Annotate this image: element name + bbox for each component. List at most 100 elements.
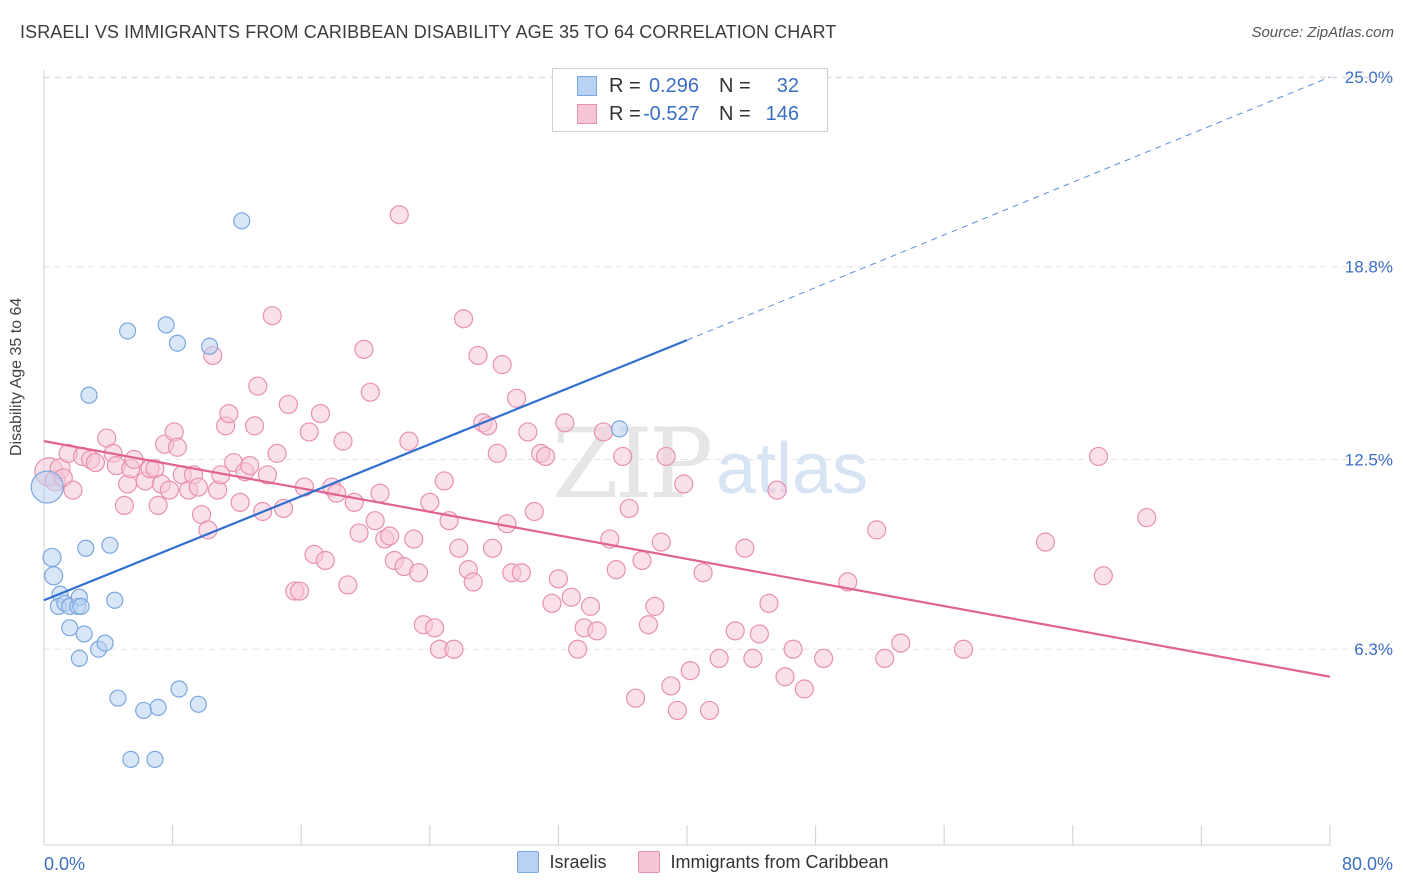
caribbean-point [699, 700, 720, 721]
israeli-point [170, 680, 188, 698]
caribbean-point [468, 345, 488, 366]
caribbean-point [333, 431, 353, 451]
israeli-trend-line [43, 339, 688, 602]
israeli-point [30, 470, 64, 504]
israeli-point [146, 750, 164, 768]
legend-n-value: 146 [765, 102, 799, 125]
caribbean-point [114, 495, 134, 515]
caribbean-point [244, 416, 265, 436]
caribbean-point [524, 501, 544, 522]
israeli-point [70, 649, 88, 668]
israeli-point [109, 689, 127, 707]
caribbean-point [289, 581, 310, 601]
caribbean-point [709, 648, 729, 669]
israeli-point [189, 695, 207, 713]
caribbean-point [487, 443, 507, 463]
caribbean-point [619, 498, 639, 519]
caribbean-point [511, 563, 532, 583]
caribbean-point [867, 520, 887, 540]
caribbean-point [759, 593, 779, 613]
bottom-legend-label: Immigrants from Caribbean [670, 851, 889, 872]
caribbean-point [875, 648, 895, 669]
caribbean-point [891, 633, 911, 653]
bottom-legend-swatch-pink [638, 851, 661, 873]
caribbean-point [299, 422, 319, 442]
israeli-point [118, 322, 137, 340]
caribbean-point [262, 306, 282, 326]
caribbean-point [349, 523, 369, 543]
caribbean-point [555, 413, 575, 433]
caribbean-point [370, 483, 390, 503]
legend-r-value: 0.296 [648, 74, 699, 97]
caribbean-point [542, 593, 562, 613]
caribbean-point [248, 376, 268, 396]
caribbean-point [794, 679, 814, 699]
caribbean-point [767, 480, 787, 500]
caribbean-point [743, 648, 763, 669]
bottom-legend: Israelis Immigrants from Caribbean [0, 851, 1406, 873]
caribbean-point [775, 667, 795, 687]
caribbean-point [613, 446, 633, 467]
caribbean-point [404, 529, 424, 549]
israeli-point [61, 619, 79, 637]
watermark-atlas: atlas [716, 429, 869, 509]
legend-n-label: N = [719, 102, 751, 125]
caribbean-point [230, 492, 250, 512]
caribbean-point [315, 550, 335, 571]
caribbean-point [85, 452, 106, 473]
israeli-point [72, 597, 90, 615]
caribbean-point [735, 538, 755, 558]
israeli-point [101, 536, 119, 554]
legend-r-value: -0.527 [643, 102, 700, 125]
caribbean-point [267, 443, 287, 463]
legend-r-label: R = [609, 102, 641, 125]
bottom-legend-caribbean: Immigrants from Caribbean [638, 851, 889, 873]
caribbean-point [645, 596, 665, 616]
caribbean-point [593, 422, 614, 442]
caribbean-point [561, 587, 581, 607]
caribbean-point [625, 688, 646, 708]
caribbean-point [360, 382, 380, 402]
israeli-point [135, 701, 153, 720]
caribbean-point [651, 532, 671, 552]
caribbean-point [365, 511, 385, 531]
israeli-point [122, 750, 140, 768]
israeli-point [106, 591, 124, 609]
israeli-point [149, 698, 167, 716]
caribbean-point [354, 339, 374, 359]
caribbean-point [507, 388, 527, 408]
caribbean-point [219, 404, 239, 424]
caribbean-point [310, 404, 331, 424]
x-tick-label: 0.0% [44, 854, 85, 874]
israeli-point [610, 420, 629, 438]
caribbean-point [661, 676, 681, 696]
caribbean-point [273, 498, 294, 519]
bottom-legend-israelis: Israelis [517, 851, 606, 873]
caribbean-point [606, 560, 626, 580]
legend-n-value: 32 [776, 74, 799, 97]
caribbean-point [425, 618, 445, 638]
stats-legend: R = 0.296 N = 32 R = -0.527 N = 146 [552, 68, 828, 132]
caribbean-point [188, 477, 208, 497]
y-tick-label: 18.8% [1345, 258, 1393, 277]
caribbean-point [548, 569, 569, 589]
caribbean-point [725, 621, 745, 641]
caribbean-point [568, 639, 588, 659]
caribbean-point [838, 572, 858, 592]
caribbean-point [278, 394, 298, 415]
israeli-point [157, 316, 175, 334]
caribbean-point [667, 700, 687, 721]
caribbean-point [420, 492, 440, 512]
israeli-point [200, 337, 219, 355]
caribbean-point [482, 538, 503, 558]
caribbean-point [492, 355, 512, 375]
caribbean-point [463, 572, 483, 592]
caribbean-point [656, 446, 676, 467]
caribbean-point [399, 431, 419, 451]
caribbean-trend-line [43, 440, 1331, 678]
israeli-point [75, 625, 93, 643]
israeli-point [233, 212, 251, 230]
bottom-legend-label: Israelis [549, 851, 607, 872]
caribbean-point [749, 624, 769, 644]
caribbean-point [1035, 532, 1056, 552]
